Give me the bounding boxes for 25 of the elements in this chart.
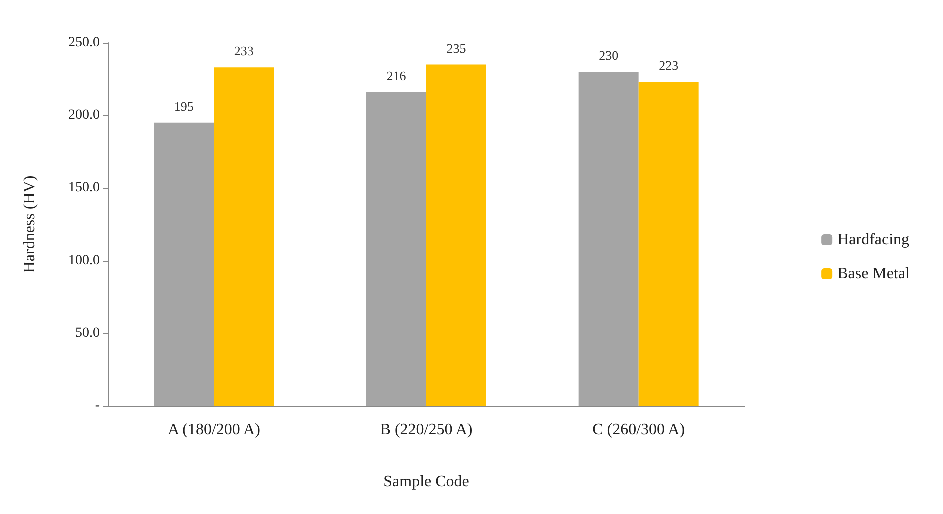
y-tick-label: 200.0 <box>68 108 100 124</box>
x-tick-label: C (260/300 A) <box>592 422 686 438</box>
x-tick-label: A (180/200 A) <box>168 422 260 438</box>
y-tick-label: 150.0 <box>68 180 100 196</box>
data-label: 223 <box>659 58 679 74</box>
bar <box>366 92 426 406</box>
y-tick-label: - <box>95 398 100 414</box>
bar <box>578 72 639 406</box>
data-label: 216 <box>386 68 407 84</box>
x-tick-label: B (220/250 A) <box>380 422 473 438</box>
y-tick-label: 50.0 <box>76 326 100 341</box>
x-axis-title: Sample Code <box>384 474 470 490</box>
bar <box>638 82 699 406</box>
legend-label: Hardfacing <box>838 232 910 248</box>
bar <box>426 64 486 406</box>
bar <box>214 68 274 406</box>
data-label: 195 <box>174 98 194 114</box>
data-label: 235 <box>446 40 466 56</box>
data-label: 230 <box>599 48 619 64</box>
y-tick-label: 100.0 <box>68 253 100 268</box>
bar <box>154 122 214 406</box>
data-label: 233 <box>234 44 254 59</box>
legend-label: Base Metal <box>838 266 911 282</box>
y-tick-label: 250.0 <box>68 36 100 50</box>
y-axis-title: Hardness (HV) <box>22 176 38 274</box>
